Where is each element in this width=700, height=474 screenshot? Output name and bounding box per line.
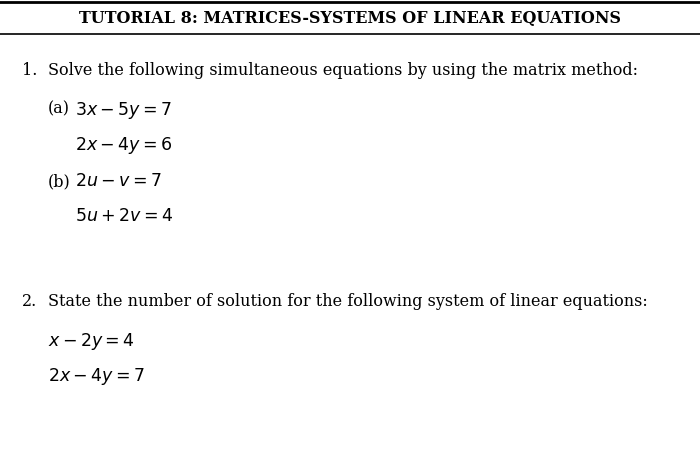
Text: $2x - 4y = 6$: $2x - 4y = 6$ xyxy=(75,135,172,156)
Text: Solve the following simultaneous equations by using the matrix method:: Solve the following simultaneous equatio… xyxy=(48,62,638,79)
Text: $3x - 5y = 7$: $3x - 5y = 7$ xyxy=(75,100,172,121)
Text: $2u - v = 7$: $2u - v = 7$ xyxy=(75,173,162,190)
Text: (b): (b) xyxy=(48,173,71,190)
Text: TUTORIAL 8: MATRICES-SYSTEMS OF LINEAR EQUATIONS: TUTORIAL 8: MATRICES-SYSTEMS OF LINEAR E… xyxy=(79,9,621,27)
Text: 1.: 1. xyxy=(22,62,37,79)
Text: $2x - 4y = 7$: $2x - 4y = 7$ xyxy=(48,366,145,387)
Text: State the number of solution for the following system of linear equations:: State the number of solution for the fol… xyxy=(48,293,648,310)
Text: 2.: 2. xyxy=(22,293,37,310)
Text: $x - 2y = 4$: $x - 2y = 4$ xyxy=(48,331,134,352)
Text: (a): (a) xyxy=(48,100,70,117)
Text: $5u + 2v = 4$: $5u + 2v = 4$ xyxy=(75,208,173,225)
